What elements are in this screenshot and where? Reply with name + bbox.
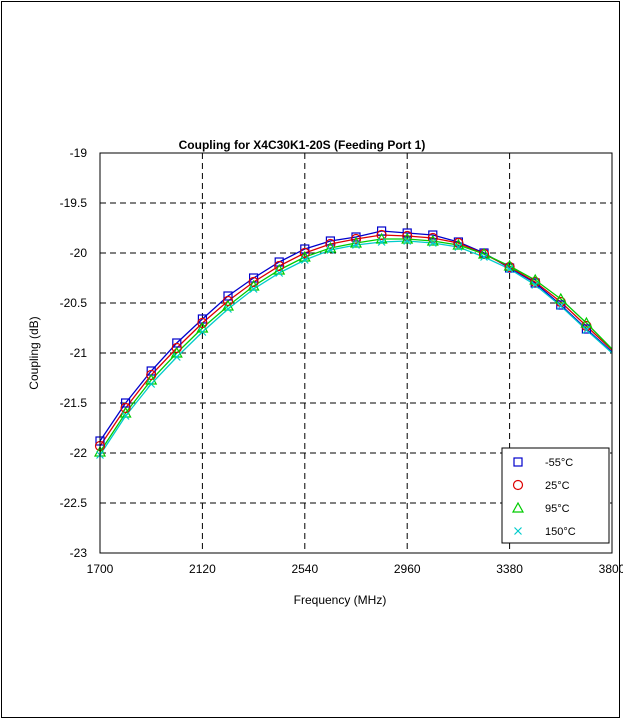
data-point: [454, 243, 463, 251]
data-point: [504, 261, 515, 273]
chart-title: Coupling for X4C30K1-20S (Feeding Port 1…: [179, 138, 426, 152]
data-point: [529, 273, 542, 285]
y-tick-label: -21: [70, 346, 88, 360]
data-point: [531, 281, 540, 289]
data-point: [274, 260, 285, 272]
series-markers: [93, 226, 593, 459]
x-axis-label: Frequency (MHz): [294, 593, 387, 607]
data-point: [505, 265, 514, 273]
legend-label: 150°C: [545, 526, 576, 538]
data-point: [403, 237, 412, 245]
y-tick-label: -22.5: [60, 496, 88, 510]
data-point: [121, 412, 130, 420]
data-point: [147, 380, 156, 388]
data-point: [325, 238, 336, 250]
data-point: [376, 229, 387, 241]
data-point: [197, 317, 208, 329]
data-point: [377, 238, 386, 246]
legend-box: [501, 447, 610, 544]
data-point: [480, 253, 488, 261]
data-point: [477, 247, 491, 259]
data-point: [556, 302, 565, 310]
data-point: [119, 406, 132, 418]
series-line-0: [99, 230, 613, 442]
data-point: [275, 269, 284, 277]
data-point: [171, 342, 182, 354]
data-point: [428, 239, 437, 247]
data-point: [247, 279, 260, 291]
y-tick-label: -22: [70, 446, 88, 460]
data-point: [582, 326, 591, 334]
data-point: [350, 233, 362, 245]
data-point: [222, 295, 234, 307]
series-line-2: [99, 238, 613, 453]
data-point: [172, 353, 181, 361]
data-point: [326, 246, 335, 254]
data-point: [352, 241, 360, 249]
data-point: [299, 247, 310, 259]
data-point: [221, 299, 235, 311]
data-point: [273, 263, 286, 275]
legend-marker: [514, 527, 522, 535]
plot-area-border: [99, 152, 613, 554]
legend-label: 95°C: [545, 503, 570, 515]
data-point: [224, 305, 232, 313]
legend: -55°C 25°C 95°C 150°C: [501, 447, 610, 544]
y-tick-label: -20.5: [60, 296, 88, 310]
x-tick-label: 3380: [496, 562, 523, 576]
data-point: [146, 369, 157, 381]
data-point: [580, 316, 593, 328]
y-tick-label: -20: [70, 246, 88, 260]
x-tick-label: 1700: [87, 562, 114, 576]
y-tick-label: -19.5: [60, 196, 88, 210]
y-tick-label: -19: [70, 146, 88, 160]
legend-label: -55°C: [545, 457, 573, 469]
x-tick-label: 2120: [189, 562, 216, 576]
data-point: [120, 402, 131, 414]
legend-label: 25°C: [545, 480, 570, 492]
x-tick-labels: 1700 2120 2540 2960 3380 3800: [87, 562, 623, 576]
data-point: [249, 285, 258, 293]
legend-marker: [511, 501, 525, 513]
x-tick-label: 3800: [599, 562, 623, 576]
data-point: [300, 256, 309, 264]
legend-marker: [512, 479, 524, 491]
x-tick-label: 2540: [291, 562, 318, 576]
y-tick-label: -21.5: [60, 396, 88, 410]
data-point: [375, 232, 388, 244]
series-line-1: [99, 234, 613, 447]
y-tick-label: -23: [70, 546, 88, 560]
data-point: [198, 328, 207, 336]
y-axis-label: Coupling (dB): [27, 316, 41, 389]
legend-marker: [513, 457, 523, 467]
x-tick-label: 2960: [394, 562, 421, 576]
grid: [100, 153, 612, 553]
data-point: [554, 292, 567, 304]
data-point: [503, 259, 516, 271]
data-point: [248, 276, 259, 288]
y-tick-labels: -19 -19.5 -20 -20.5 -21 -21.5 -22 -22.5 -23: [60, 146, 88, 560]
data-point: [298, 250, 311, 262]
